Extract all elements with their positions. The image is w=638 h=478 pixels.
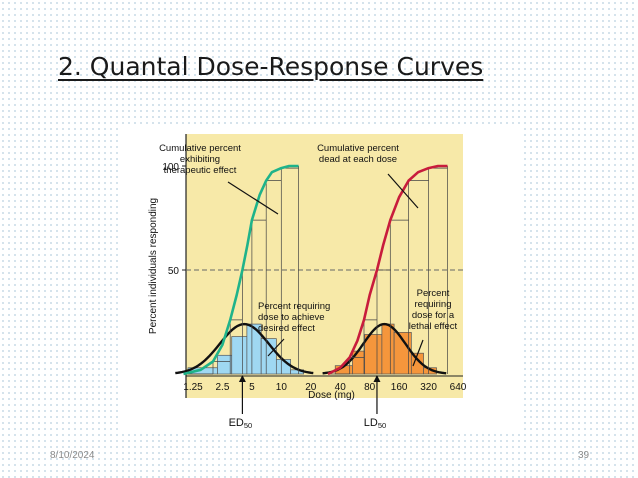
marker-arrowhead: [373, 375, 381, 382]
slide-date: 8/10/2024: [50, 450, 95, 461]
cumulative-curve-0: [183, 164, 299, 376]
annotation-pointer: [387, 173, 419, 209]
annotation-text: dead at each dose: [319, 154, 397, 165]
x-tick-label: 2.5: [215, 382, 229, 393]
marker-arrowhead: [238, 375, 246, 382]
histogram-bar: [231, 336, 248, 375]
x-tick-label: 160: [391, 382, 408, 393]
histogram-bar: [381, 323, 395, 375]
marker-label: LD50: [364, 417, 386, 430]
x-axis-label: Dose (mg): [308, 390, 355, 401]
histogram-bar: [217, 354, 233, 375]
annotation-text: Cumulative percent: [159, 143, 241, 154]
dose-response-chart: 1.25 2.5 5 10 20 40 80 160 320 640 50 100 Dose (mg) P…: [148, 134, 467, 430]
annotation-text: Cumulative percent: [317, 143, 399, 154]
bell-curve-1: [175, 322, 314, 375]
annotation-text: desired effect: [258, 323, 315, 334]
annotation-pointer: [267, 338, 285, 357]
annotation-text: dose for a: [412, 310, 455, 321]
annotation-pointer: [412, 339, 424, 367]
histogram-3: [334, 323, 437, 375]
x-tick-label: 20: [305, 382, 317, 393]
y-tick-label: 100: [162, 162, 179, 173]
marker-label: ED50: [229, 417, 253, 430]
annotation-text: therapeutic effect: [164, 165, 237, 176]
x-tick-label: 1.25: [183, 382, 203, 393]
annotation-text: Percent: [417, 288, 450, 299]
slide-page-number: 39: [578, 450, 590, 461]
annotation-text: Percent requiring: [258, 301, 330, 312]
annotation-pointer: [227, 181, 279, 215]
x-tick-label: 80: [364, 382, 376, 393]
annotation-text: dose to achieve: [258, 312, 325, 323]
annotation-text: exhibiting: [180, 154, 220, 165]
x-tick-label: 320: [420, 382, 437, 393]
bell-curve-3: [322, 322, 447, 375]
slide-title: 2. Quantal Dose-Response Curves: [58, 52, 484, 81]
y-axis-label: Percent individuals responding: [148, 198, 159, 334]
annotation-text: lethal effect: [409, 321, 458, 332]
x-tick-label: 5: [249, 382, 255, 393]
x-tick-label: 10: [276, 382, 288, 393]
annotation-text: requiring: [415, 299, 452, 310]
dose-response-figure: 1.25 2.5 5 10 20 40 80 160 320 640 50 100 Dose (mg) P…: [118, 126, 520, 432]
cumulative-curve-2: [327, 164, 448, 376]
x-tick-label: 40: [335, 382, 347, 393]
x-tick-label: 640: [450, 382, 467, 393]
y-tick-label: 50: [168, 266, 180, 277]
histogram-bar: [364, 334, 383, 375]
